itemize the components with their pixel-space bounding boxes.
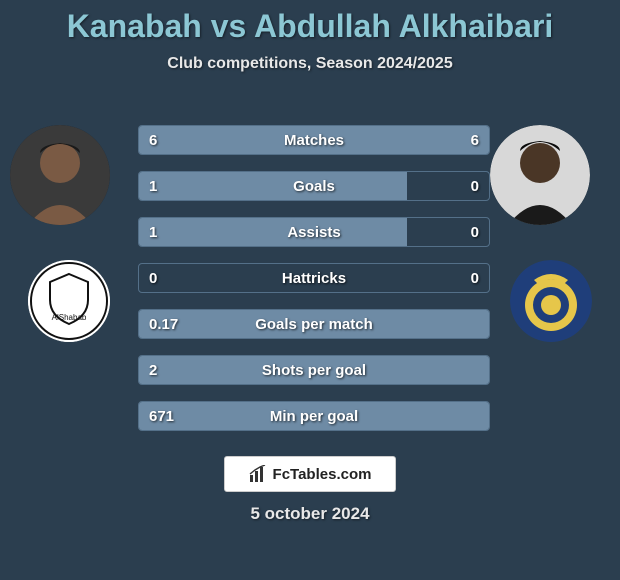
stat-row: 671Min per goal — [138, 401, 490, 431]
footer-site-label: FcTables.com — [273, 466, 372, 483]
stat-label: Min per goal — [139, 402, 489, 431]
club-left-crest: AlShabab — [28, 260, 110, 342]
stat-row: 10Goals — [138, 171, 490, 201]
player-left-avatar — [10, 125, 110, 225]
player-right-avatar — [490, 125, 590, 225]
club-crest-icon — [510, 260, 592, 342]
stat-row: 10Assists — [138, 217, 490, 247]
stat-label: Hattricks — [139, 264, 489, 293]
club-crest-icon: AlShabab — [28, 260, 110, 342]
date-label: 5 october 2024 — [0, 504, 620, 524]
chart-icon — [249, 465, 267, 483]
svg-text:AlShabab: AlShabab — [52, 313, 87, 322]
stat-label: Shots per goal — [139, 356, 489, 385]
page-title: Kanabah vs Abdullah Alkhaibari — [0, 0, 620, 45]
stat-row: 0.17Goals per match — [138, 309, 490, 339]
stat-label: Goals per match — [139, 310, 489, 339]
footer-site-badge[interactable]: FcTables.com — [224, 456, 396, 492]
subtitle: Club competitions, Season 2024/2025 — [0, 55, 620, 73]
stat-row: 66Matches — [138, 125, 490, 155]
stat-label: Goals — [139, 172, 489, 201]
stats-bars: 66Matches 10Goals 10Assists 00Hattricks 0.17… — [138, 125, 490, 447]
stat-row: 00Hattricks — [138, 263, 490, 293]
avatar-placeholder-icon — [10, 125, 110, 225]
stat-row: 2Shots per goal — [138, 355, 490, 385]
club-right-crest — [510, 260, 592, 342]
stat-label: Assists — [139, 218, 489, 247]
avatar-placeholder-icon — [490, 125, 590, 225]
stat-label: Matches — [139, 126, 489, 155]
